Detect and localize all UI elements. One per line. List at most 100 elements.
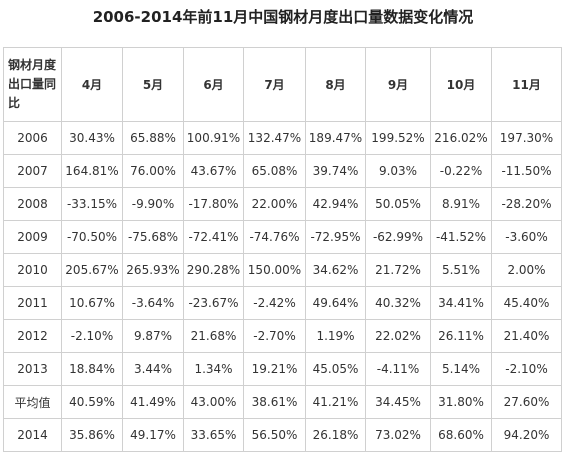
table-row: 2008 -33.15% -9.90% -17.80% 22.00% 42.94% 50.0… (3, 187, 562, 221)
table-cell: 41.21% (305, 385, 366, 419)
table-cell: 50.05% (365, 187, 431, 221)
table-cell: 265.93% (122, 253, 184, 287)
table-cell: 76.00% (122, 154, 184, 188)
table-cell: 22.02% (365, 319, 431, 353)
row-label: 2006 (3, 121, 62, 155)
table-cell: 40.59% (61, 385, 123, 419)
row-label: 平均值 (3, 385, 62, 419)
table-cell: 45.05% (305, 352, 366, 386)
table-cell: -75.68% (122, 220, 184, 254)
table-cell: 49.64% (305, 286, 366, 320)
table-cell: 21.40% (491, 319, 562, 353)
table-cell: 35.86% (61, 418, 123, 452)
table-cell: -2.10% (61, 319, 123, 353)
table-cell: 2.00% (491, 253, 562, 287)
table-cell: 22.00% (243, 187, 306, 221)
table-row: 2014 35.86% 49.17% 33.65% 56.50% 26.18% 73.02%… (3, 418, 562, 452)
row-label: 2009 (3, 220, 62, 254)
corner-header: 钢材月度出口量同比 (3, 47, 62, 122)
table-cell: -72.95% (305, 220, 366, 254)
table-cell: -23.67% (183, 286, 244, 320)
table-row: 2012 -2.10% 9.87% 21.68% -2.70% 1.19% 22.02% 26… (3, 319, 562, 353)
table-header-row: 钢材月度出口量同比 4月 5月 6月 7月 8月 9月 10月 11月 (3, 47, 562, 122)
table-cell: 26.18% (305, 418, 366, 452)
table-cell: 26.11% (430, 319, 492, 353)
table-cell: 45.40% (491, 286, 562, 320)
table-cell: -3.60% (491, 220, 562, 254)
table-cell: -9.90% (122, 187, 184, 221)
table-cell: -70.50% (61, 220, 123, 254)
table-cell: 33.65% (183, 418, 244, 452)
table-cell: 19.21% (243, 352, 306, 386)
table-cell: -0.22% (430, 154, 492, 188)
table-cell: 8.91% (430, 187, 492, 221)
row-label: 2012 (3, 319, 62, 353)
column-header: 11月 (491, 47, 562, 122)
table-cell: 5.51% (430, 253, 492, 287)
table-cell: -2.42% (243, 286, 306, 320)
table-cell: -62.99% (365, 220, 431, 254)
table-cell: 73.02% (365, 418, 431, 452)
table-cell: 34.45% (365, 385, 431, 419)
table-row: 2013 18.84% 3.44% 1.34% 19.21% 45.05% -4.11% 5.… (3, 352, 562, 386)
table-cell: 21.68% (183, 319, 244, 353)
table-row: 2010 205.67% 265.93% 290.28% 150.00% 34.62% 21… (3, 253, 562, 287)
table-row: 平均值 40.59% 41.49% 43.00% 38.61% 41.21% 34.45% 3… (3, 385, 562, 419)
table-cell: 100.91% (183, 121, 244, 155)
table-row: 2006 30.43% 65.88% 100.91% 132.47% 189.47% 199… (3, 121, 562, 155)
table-cell: 27.60% (491, 385, 562, 419)
table-cell: 132.47% (243, 121, 306, 155)
table-cell: -11.50% (491, 154, 562, 188)
table-cell: 1.34% (183, 352, 244, 386)
table-cell: 41.49% (122, 385, 184, 419)
table-cell: 56.50% (243, 418, 306, 452)
table-cell: -33.15% (61, 187, 123, 221)
table-cell: -2.10% (491, 352, 562, 386)
table-cell: 40.32% (365, 286, 431, 320)
row-label: 2013 (3, 352, 62, 386)
table-cell: 18.84% (61, 352, 123, 386)
table-cell: 205.67% (61, 253, 123, 287)
table-cell: 38.61% (243, 385, 306, 419)
table-cell: 9.87% (122, 319, 184, 353)
column-header: 6月 (183, 47, 244, 122)
row-label: 2010 (3, 253, 62, 287)
table-row: 2007 164.81% 76.00% 43.67% 65.08% 39.74% 9.03%… (3, 154, 562, 188)
column-header: 9月 (365, 47, 431, 122)
table-cell: 34.62% (305, 253, 366, 287)
table-cell: 65.88% (122, 121, 184, 155)
table-cell: 5.14% (430, 352, 492, 386)
table-cell: 94.20% (491, 418, 562, 452)
table-cell: 39.74% (305, 154, 366, 188)
table-cell: 31.80% (430, 385, 492, 419)
table-cell: -72.41% (183, 220, 244, 254)
table-cell: 9.03% (365, 154, 431, 188)
table-cell: -2.70% (243, 319, 306, 353)
table-cell: 189.47% (305, 121, 366, 155)
table-cell: -17.80% (183, 187, 244, 221)
table-cell: 3.44% (122, 352, 184, 386)
table-row: 2009 -70.50% -75.68% -72.41% -74.76% -72.95% -… (3, 220, 562, 254)
page-title: 2006-2014年前11月中国钢材月度出口量数据变化情况 (92, 8, 474, 26)
table-cell: -28.20% (491, 187, 562, 221)
table-cell: 34.41% (430, 286, 492, 320)
row-label: 2011 (3, 286, 62, 320)
table-cell: 21.72% (365, 253, 431, 287)
column-header: 7月 (243, 47, 306, 122)
table-row: 2011 10.67% -3.64% -23.67% -2.42% 49.64% 40.32… (3, 286, 562, 320)
table-cell: 10.67% (61, 286, 123, 320)
table-cell: 42.94% (305, 187, 366, 221)
column-header: 5月 (122, 47, 184, 122)
table-cell: 290.28% (183, 253, 244, 287)
table-cell: 65.08% (243, 154, 306, 188)
table-cell: 164.81% (61, 154, 123, 188)
row-label: 2007 (3, 154, 62, 188)
column-header: 8月 (305, 47, 366, 122)
table-cell: 68.60% (430, 418, 492, 452)
column-header: 4月 (61, 47, 123, 122)
table-cell: 49.17% (122, 418, 184, 452)
table-cell: 1.19% (305, 319, 366, 353)
table-cell: -74.76% (243, 220, 306, 254)
table-cell: 43.67% (183, 154, 244, 188)
table-cell: -4.11% (365, 352, 431, 386)
